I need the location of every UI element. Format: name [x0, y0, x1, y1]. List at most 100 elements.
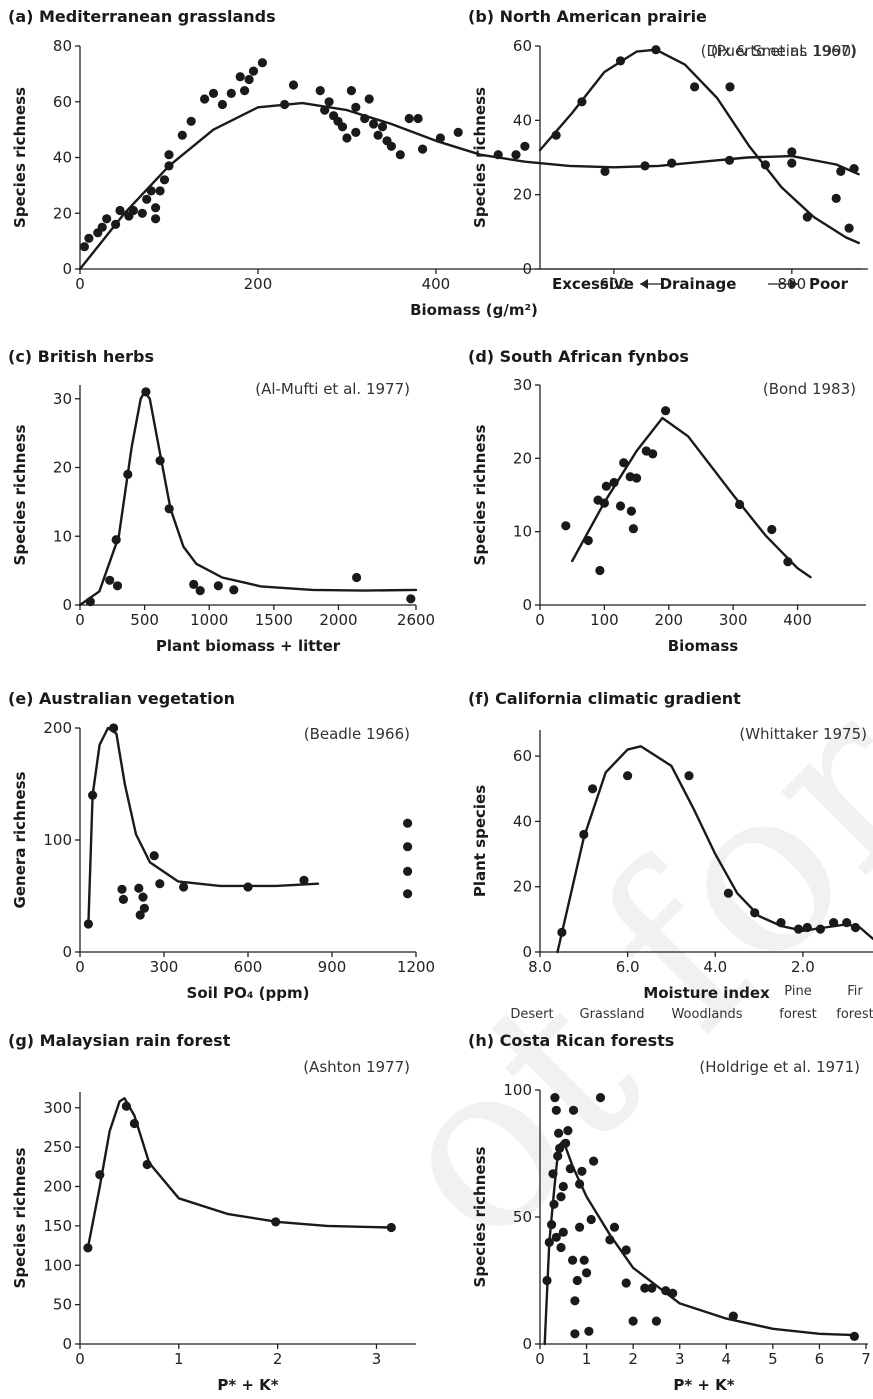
x-axis-label: Moisture index — [643, 984, 770, 1002]
data-point — [549, 1199, 559, 1209]
y-tick-label: 40 — [513, 812, 532, 830]
data-point — [134, 883, 144, 893]
data-point — [186, 116, 196, 126]
x-label-drainage: Drainage — [660, 275, 737, 293]
data-point — [403, 818, 413, 828]
fitted-curve — [78, 101, 860, 271]
data-point — [783, 557, 793, 567]
data-point — [551, 1232, 561, 1242]
data-point — [802, 922, 812, 933]
y-axis-label: Species richness — [471, 1146, 489, 1287]
data-point — [111, 219, 121, 229]
y-tick-label: 150 — [43, 1217, 72, 1235]
x-tick-label: 300 — [719, 611, 748, 629]
data-point — [793, 924, 804, 934]
data-point — [369, 119, 379, 129]
data-point — [123, 469, 133, 479]
data-point — [647, 1283, 657, 1293]
data-point — [588, 784, 598, 794]
x-tick-label: 300 — [150, 958, 179, 976]
data-point — [179, 882, 189, 892]
x-tick-label: 500 — [130, 611, 159, 629]
data-point — [836, 166, 846, 176]
data-point — [547, 1220, 557, 1230]
x-label-poor: Poor — [809, 275, 849, 293]
data-point — [138, 892, 148, 902]
data-point — [556, 1242, 566, 1253]
x-tick-label: 8.0 — [528, 958, 552, 976]
y-tick-label: 60 — [513, 747, 532, 765]
data-point — [109, 723, 119, 733]
data-point — [595, 565, 605, 576]
data-point — [626, 506, 637, 516]
x-tick-label: 200 — [244, 275, 273, 293]
panel-title: (e) Australian vegetation — [8, 689, 235, 708]
data-point — [377, 122, 388, 132]
data-point — [342, 133, 352, 143]
data-point — [95, 1170, 105, 1180]
panel-f: (f) California climatic gradient (Whittak… — [468, 689, 873, 1022]
y-tick-label: 0 — [62, 1335, 72, 1353]
data-point — [235, 72, 245, 82]
citation: (Whittaker 1975) — [739, 725, 867, 743]
y-tick-label: 300 — [43, 1099, 72, 1117]
panel-title: (h) Costa Rican forests — [468, 1031, 674, 1050]
data-point — [623, 771, 633, 781]
data-point — [690, 82, 700, 92]
panel-title: (f) California climatic gradient — [468, 689, 741, 708]
data-point — [208, 88, 219, 98]
fitted-curve — [78, 390, 418, 607]
data-point — [628, 524, 639, 534]
x-tick-label: 2 — [273, 1350, 283, 1368]
data-point — [79, 242, 89, 252]
data-point — [661, 1286, 671, 1296]
y-tick-label: 250 — [43, 1138, 72, 1156]
fitted-curve — [571, 416, 812, 579]
data-point — [651, 1316, 662, 1326]
data-point — [213, 581, 223, 591]
data-point — [583, 535, 593, 546]
x-tick-label: 200 — [654, 611, 683, 629]
data-point — [554, 1128, 564, 1138]
data-point — [118, 894, 128, 905]
x-tick-label: 1500 — [255, 611, 293, 629]
data-point — [550, 1093, 560, 1103]
data-point — [556, 1192, 566, 1202]
data-point — [615, 501, 626, 511]
data-point — [320, 105, 330, 115]
x-tick-label: 0 — [75, 958, 85, 976]
y-tick-label: 200 — [43, 1178, 72, 1196]
data-point — [271, 1217, 281, 1227]
citation: (Dix & Smeins 1967) — [701, 42, 856, 60]
data-point — [217, 99, 227, 110]
data-point — [723, 888, 734, 898]
y-tick-label: 20 — [513, 878, 532, 896]
data-point — [142, 1159, 152, 1170]
data-point — [151, 214, 161, 224]
data-point — [200, 94, 210, 104]
x-tick-label: 100 — [590, 611, 619, 629]
x-tick-label: 7 — [861, 1350, 871, 1368]
y-axis-label: Species richness — [11, 424, 29, 565]
data-point — [570, 1296, 580, 1306]
data-point — [105, 575, 115, 585]
data-point — [849, 164, 859, 174]
y-tick-label: 0 — [62, 260, 72, 278]
zone-woodlands: Woodlands — [671, 1007, 742, 1022]
data-point — [728, 1311, 738, 1321]
x-axis-label: Soil PO₄ (ppm) — [187, 984, 310, 1002]
y-axis-label: Species richness — [11, 1147, 29, 1288]
data-point — [83, 919, 93, 929]
data-point — [112, 581, 123, 591]
data-point — [141, 387, 151, 397]
y-tick-label: 100 — [503, 1081, 532, 1099]
data-point — [85, 597, 95, 607]
data-point — [155, 186, 165, 196]
data-point — [628, 1316, 638, 1326]
data-point — [177, 130, 187, 140]
data-point — [155, 879, 165, 889]
data-point — [599, 498, 610, 508]
y-tick-label: 0 — [62, 596, 72, 614]
data-point — [324, 97, 334, 107]
data-point — [661, 406, 671, 416]
